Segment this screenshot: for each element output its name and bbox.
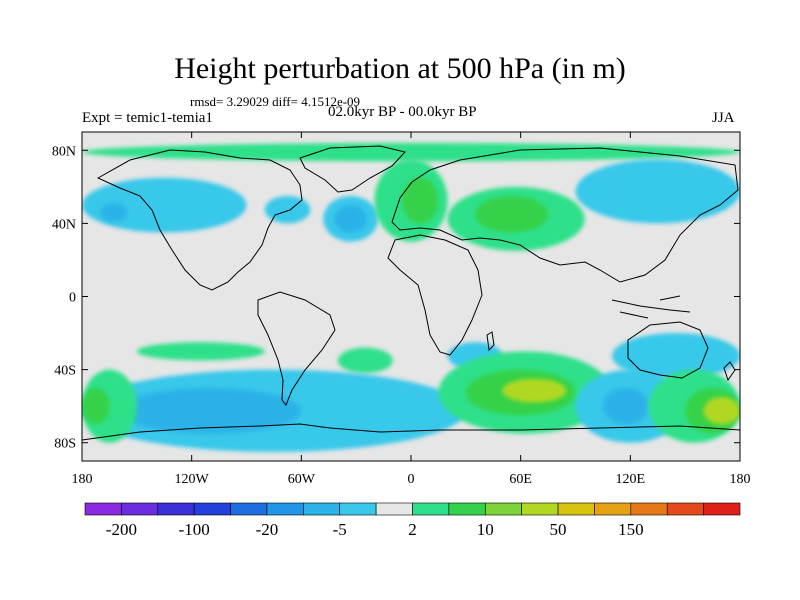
coastline-greenland — [299, 145, 406, 193]
colorbar-swatch — [557, 502, 595, 516]
colorbar-swatch — [339, 502, 377, 516]
colorbar-label: -5 — [333, 520, 347, 539]
coastline-africa — [387, 234, 483, 356]
colorbar-swatch — [230, 502, 268, 516]
figure-title: Height perturbation at 500 hPa (in m) — [174, 52, 626, 85]
anomaly-region-light-blue — [100, 203, 128, 222]
colorbar-label: -20 — [256, 520, 279, 539]
latitude-axis: 80N 40N 0 40S 80S — [52, 144, 740, 452]
anomaly-region-light-blue — [602, 387, 649, 425]
colorbar-swatch — [666, 502, 704, 516]
anomaly-region-green — [474, 195, 549, 233]
colorbar-swatch — [594, 502, 632, 516]
anomaly-region-light-green — [82, 142, 740, 162]
coastline-indonesia — [611, 295, 691, 319]
colorbar-label: 2 — [408, 520, 417, 539]
colorbar-swatch — [630, 502, 668, 516]
coastline-antarctica — [82, 423, 740, 441]
anomaly-region-yellow-green — [502, 378, 567, 403]
coastline-eurasia — [391, 147, 739, 283]
coastline-madagascar — [486, 331, 495, 352]
lon-tick-label: 0 — [408, 472, 415, 487]
lon-tick-label: 180 — [730, 472, 751, 487]
colorbar-label: -100 — [179, 520, 210, 539]
colorbar-label: 10 — [477, 520, 494, 539]
colorbar-swatch — [412, 502, 450, 516]
colorbar-swatch — [121, 502, 159, 516]
colorbar-swatch — [521, 502, 559, 516]
anomaly-region-light-blue — [118, 387, 302, 434]
anomaly-region-light-green — [337, 347, 393, 374]
anomaly-region-yellow-green — [703, 397, 740, 425]
period-label: 02.0kyr BP - 00.0kyr BP — [328, 104, 477, 120]
colorbar-swatch — [193, 502, 231, 516]
lon-tick-label: 120E — [616, 472, 646, 487]
colorbar-swatch — [448, 502, 486, 516]
lon-tick-label: 60W — [288, 472, 316, 487]
anomaly-region-green — [82, 387, 110, 425]
lat-tick-label: 80N — [52, 144, 76, 159]
colorbar-label: 50 — [550, 520, 567, 539]
colorbar-swatch — [484, 502, 522, 516]
anomaly-region-green — [401, 177, 439, 224]
lon-tick-label: 180 — [72, 472, 93, 487]
longitude-axis: 180 120W 60W 0 60E 120E 180 — [72, 132, 751, 487]
coastline-south-america — [257, 291, 336, 406]
anomaly-layer — [82, 142, 740, 452]
lat-tick-label: 80S — [54, 437, 76, 452]
lat-tick-label: 0 — [69, 291, 76, 306]
colorbar-swatch — [703, 502, 741, 516]
experiment-label: Expt = temic1-temia1 — [82, 110, 213, 126]
colorbar-swatch — [375, 502, 413, 516]
coastline-australia — [627, 321, 709, 379]
colorbar-label: 150 — [618, 520, 644, 539]
statistics-text: rmsd= 3.29029 diff= 4.1512e-09 — [190, 94, 361, 109]
anomaly-region-light-blue — [334, 205, 368, 233]
lat-tick-label: 40N — [52, 217, 76, 232]
season-label: JJA — [712, 110, 735, 126]
anomaly-region-cyan — [575, 159, 740, 224]
colorbar-swatch — [157, 502, 195, 516]
coastlines — [82, 145, 740, 441]
coastline-north-america — [96, 149, 303, 291]
colorbar-swatch — [303, 502, 341, 516]
colorbar-swatch — [266, 502, 304, 516]
anomaly-region-light-green — [136, 342, 265, 361]
anomaly-region-cyan — [264, 195, 311, 224]
lat-tick-label: 40S — [54, 364, 76, 379]
anomaly-region-cyan — [612, 333, 740, 379]
colorbar: -200 -100 -20 -5 2 10 50 150 — [84, 502, 741, 539]
colorbar-label: -200 — [106, 520, 137, 539]
lon-tick-label: 60E — [509, 472, 532, 487]
lon-tick-label: 120W — [175, 472, 210, 487]
colorbar-swatch — [84, 502, 122, 516]
